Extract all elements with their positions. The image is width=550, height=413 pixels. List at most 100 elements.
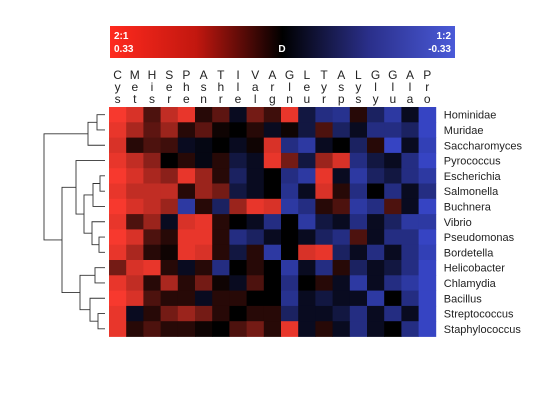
column-label-letter: e <box>183 92 190 106</box>
column-label-letter: A <box>406 68 414 82</box>
dendrogram-branch <box>89 297 105 322</box>
heatmap-cell <box>126 244 144 261</box>
heatmap-cell <box>367 229 385 246</box>
heatmap-cell <box>367 198 385 215</box>
heatmap-cell <box>195 152 213 169</box>
heatmap-cell <box>212 152 230 169</box>
column-label-letter: a <box>407 92 414 106</box>
heatmap-cell <box>315 168 333 184</box>
heatmap-cell <box>109 107 127 123</box>
heatmap-cell <box>177 107 196 123</box>
column-label-letter: V <box>251 68 259 82</box>
heatmap-cell <box>212 107 230 123</box>
heatmap-cell <box>298 152 316 169</box>
heatmap-cell <box>229 321 247 337</box>
heatmap-cell <box>315 137 333 154</box>
heatmap-cell <box>281 275 299 291</box>
heatmap-cell <box>349 244 368 261</box>
heatmap-cell <box>367 321 385 337</box>
heatmap-cell <box>281 122 299 138</box>
scale-center-label: D <box>278 44 285 55</box>
heatmap-cell <box>401 321 419 337</box>
heatmap-cell <box>349 107 368 123</box>
heatmap-cell <box>246 137 265 154</box>
dendrogram-branch <box>91 221 105 246</box>
heatmap-cell <box>126 137 144 154</box>
column-label-letter: G <box>388 68 397 82</box>
heatmap-cell <box>332 152 351 169</box>
column-label-letter: M <box>130 68 140 82</box>
dendrogram-branch <box>87 121 105 146</box>
heatmap-cell <box>349 137 368 154</box>
heatmap-cell <box>384 260 402 276</box>
heatmap-cell <box>143 137 161 154</box>
heatmap-cell <box>349 275 368 291</box>
heatmap-cell <box>332 244 351 261</box>
heatmap-cell <box>263 290 282 307</box>
row-label: Staphylococcus <box>444 324 522 336</box>
row-label: Hominidae <box>444 110 497 122</box>
dendrogram-branch <box>43 133 88 241</box>
heatmap-cell <box>109 122 127 138</box>
heatmap-cell <box>212 229 230 246</box>
heatmap-cell <box>229 260 247 276</box>
column-label-letter: y <box>115 80 121 94</box>
heatmap-cell <box>143 244 161 261</box>
heatmap-cell <box>126 275 144 291</box>
column-label-letter: h <box>217 80 224 94</box>
heatmap-cell <box>384 305 402 322</box>
heatmap-cell <box>263 229 282 246</box>
row-label: Streptococcus <box>444 309 514 321</box>
row-label: Saccharomyces <box>444 140 523 152</box>
heatmap-cell <box>281 214 299 230</box>
heatmap-cell <box>384 214 402 230</box>
row-label: Pyrococcus <box>444 156 501 168</box>
column-label-letter: r <box>167 92 171 106</box>
heatmap-cell <box>109 305 127 322</box>
heatmap-cell <box>109 290 127 307</box>
column-label-letter: L <box>355 68 362 82</box>
row-labels: Hominidae Muridae Saccharomyces Pyrococcus E… <box>444 110 523 336</box>
heatmap-cell <box>384 244 402 261</box>
heatmap-cell <box>332 260 351 276</box>
heatmap-cell <box>298 275 316 291</box>
column-label-letter: u <box>389 92 396 106</box>
heatmap-cell <box>401 229 419 246</box>
heatmap-cell <box>246 305 265 322</box>
heatmap-cell <box>281 244 299 261</box>
heatmap-cell <box>281 198 299 215</box>
column-label-letter: s <box>201 80 207 94</box>
heatmap-cell <box>195 229 213 246</box>
heatmap-cell <box>126 229 144 246</box>
column-label-letter: r <box>425 80 429 94</box>
column-label-letter: s <box>355 92 361 106</box>
column-label-letter: C <box>113 68 122 82</box>
heatmap-cell <box>177 214 196 230</box>
heatmap-cell <box>212 260 230 276</box>
heatmap-cell <box>177 183 196 200</box>
heatmap-cell <box>212 183 230 200</box>
column-label-letter: e <box>303 80 310 94</box>
heatmap-cells <box>109 107 437 337</box>
heatmap-cell <box>298 107 316 123</box>
heatmap-cell <box>195 321 213 337</box>
heatmap-cell <box>160 305 179 322</box>
heatmap-cell <box>126 183 144 200</box>
heatmap-cell <box>143 305 161 322</box>
heatmap-cell <box>246 260 265 276</box>
heatmap-cell <box>315 229 333 246</box>
heatmap-cell <box>418 321 437 337</box>
color-scale-bar: 2:1 0.33 D 1:2 -0.33 <box>110 26 455 58</box>
heatmap-cell <box>195 305 213 322</box>
heatmap-cell <box>126 214 144 230</box>
column-label-letter: h <box>183 80 190 94</box>
heatmap-cell <box>263 137 282 154</box>
heatmap-cell <box>418 152 437 169</box>
heatmap-cell <box>401 198 419 215</box>
heatmap-cell <box>401 305 419 322</box>
heatmap-cell <box>349 260 368 276</box>
heatmap-cell <box>332 122 351 138</box>
heatmap-cell <box>143 290 161 307</box>
heatmap-cell <box>332 229 351 246</box>
row-label: Bordetella <box>444 247 494 259</box>
